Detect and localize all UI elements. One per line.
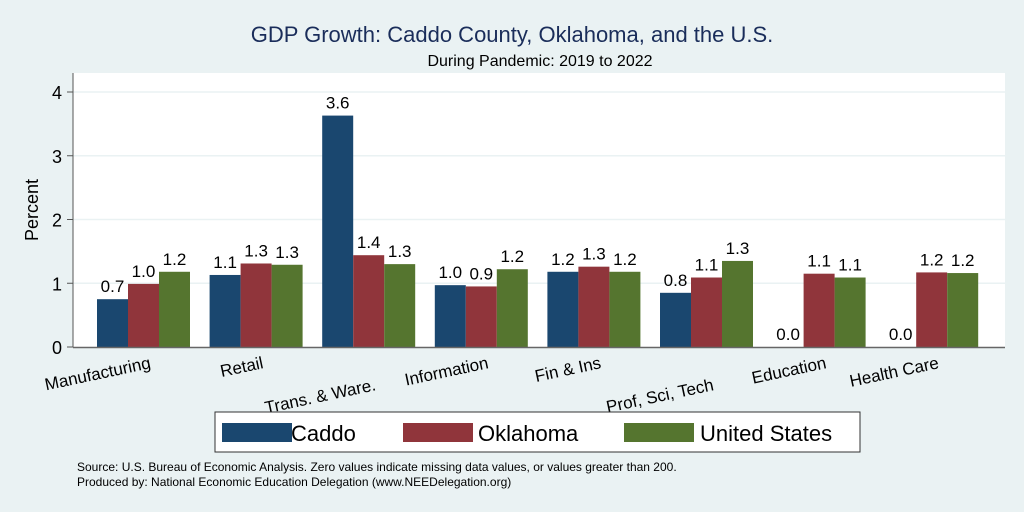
legend-box	[214, 411, 861, 453]
legend-label: United States	[700, 421, 832, 446]
bar-oklahoma	[465, 286, 497, 347]
y-tick-label: 4	[52, 83, 62, 103]
x-tick-label: Manufacturing	[43, 353, 152, 394]
data-label: 0.0	[776, 325, 800, 344]
legend-swatch-caddo	[222, 423, 292, 442]
bar-united-states	[722, 260, 753, 347]
y-tick-label: 0	[52, 338, 62, 358]
data-label: 1.2	[920, 250, 944, 269]
bars	[97, 115, 979, 348]
data-label: 1.0	[438, 263, 462, 282]
x-tick-label: Trans. & Ware.	[263, 375, 378, 417]
data-label: 1.2	[951, 251, 975, 270]
x-tick-label: Prof, Sci, Tech	[604, 375, 715, 416]
legend: Caddo Oklahoma United States	[214, 411, 861, 453]
bar-oklahoma	[353, 255, 385, 347]
x-tick-label: Information	[403, 353, 490, 389]
chart-subtitle: During Pandemic: 2019 to 2022	[427, 53, 652, 70]
data-label: 1.3	[388, 242, 412, 261]
legend-label: Caddo	[291, 421, 356, 446]
bar-oklahoma	[803, 273, 835, 347]
bar-oklahoma	[916, 272, 948, 347]
producer-note: Produced by: National Economic Education…	[77, 475, 511, 489]
data-label: 1.3	[275, 243, 299, 262]
y-tick-label: 2	[52, 211, 62, 231]
bar-caddo	[547, 271, 579, 347]
legend-label: Oklahoma	[478, 421, 579, 446]
bar-caddo	[660, 292, 691, 347]
bar-united-states	[834, 277, 866, 347]
legend-swatch-united-states	[624, 423, 694, 442]
source-note: Source: U.S. Bureau of Economic Analysis…	[77, 460, 677, 474]
data-label: 1.2	[163, 250, 187, 269]
bar-oklahoma	[240, 263, 272, 347]
data-label: 0.7	[101, 277, 125, 296]
data-label: 0.8	[664, 271, 688, 290]
bar-caddo	[209, 274, 241, 347]
y-tick-label: 3	[52, 147, 62, 167]
bar-united-states	[271, 264, 303, 347]
data-label: 1.3	[244, 241, 268, 260]
y-axis: 0 1 2 3 4	[52, 83, 73, 358]
data-label: 1.1	[213, 253, 237, 272]
y-axis-title: Percent	[22, 179, 42, 241]
x-tick-label: Education	[750, 353, 828, 387]
bar-caddo	[97, 299, 128, 347]
data-label: 1.1	[695, 256, 719, 275]
bar-oklahoma	[578, 266, 610, 347]
bar-caddo	[322, 115, 354, 348]
bar-united-states	[609, 271, 641, 347]
data-label: 0.0	[889, 325, 913, 344]
x-tick-label: Retail	[218, 353, 264, 381]
data-label: 1.0	[132, 262, 156, 281]
bar-oklahoma	[691, 277, 722, 347]
chart-title: GDP Growth: Caddo County, Oklahoma, and …	[251, 22, 774, 47]
data-label: 1.3	[582, 245, 606, 264]
x-tick-label: Health Care	[848, 353, 941, 390]
bar-united-states	[947, 273, 979, 347]
data-label: 0.9	[469, 264, 493, 283]
data-label: 3.6	[326, 94, 350, 113]
bar-united-states	[159, 271, 190, 347]
bar-oklahoma	[128, 283, 159, 347]
bar-united-states	[496, 269, 528, 347]
legend-swatch-oklahoma	[403, 423, 473, 442]
data-label: 1.2	[500, 247, 524, 266]
bar-united-states	[384, 264, 416, 347]
data-labels: 0.7 1.0 1.2 1.1 1.3 1.3 3.6 1.4 1.3 1.0 0.9 1.2 1.2 1…	[101, 94, 975, 344]
x-tick-label: Fin & Ins	[533, 353, 603, 386]
data-label: 1.2	[613, 250, 637, 269]
data-label: 1.3	[726, 239, 750, 258]
data-label: 1.4	[357, 233, 381, 252]
bar-caddo	[434, 285, 466, 347]
y-tick-label: 1	[52, 274, 62, 294]
data-label: 1.1	[807, 252, 831, 271]
data-label: 1.1	[838, 256, 862, 275]
data-label: 1.2	[551, 250, 575, 269]
